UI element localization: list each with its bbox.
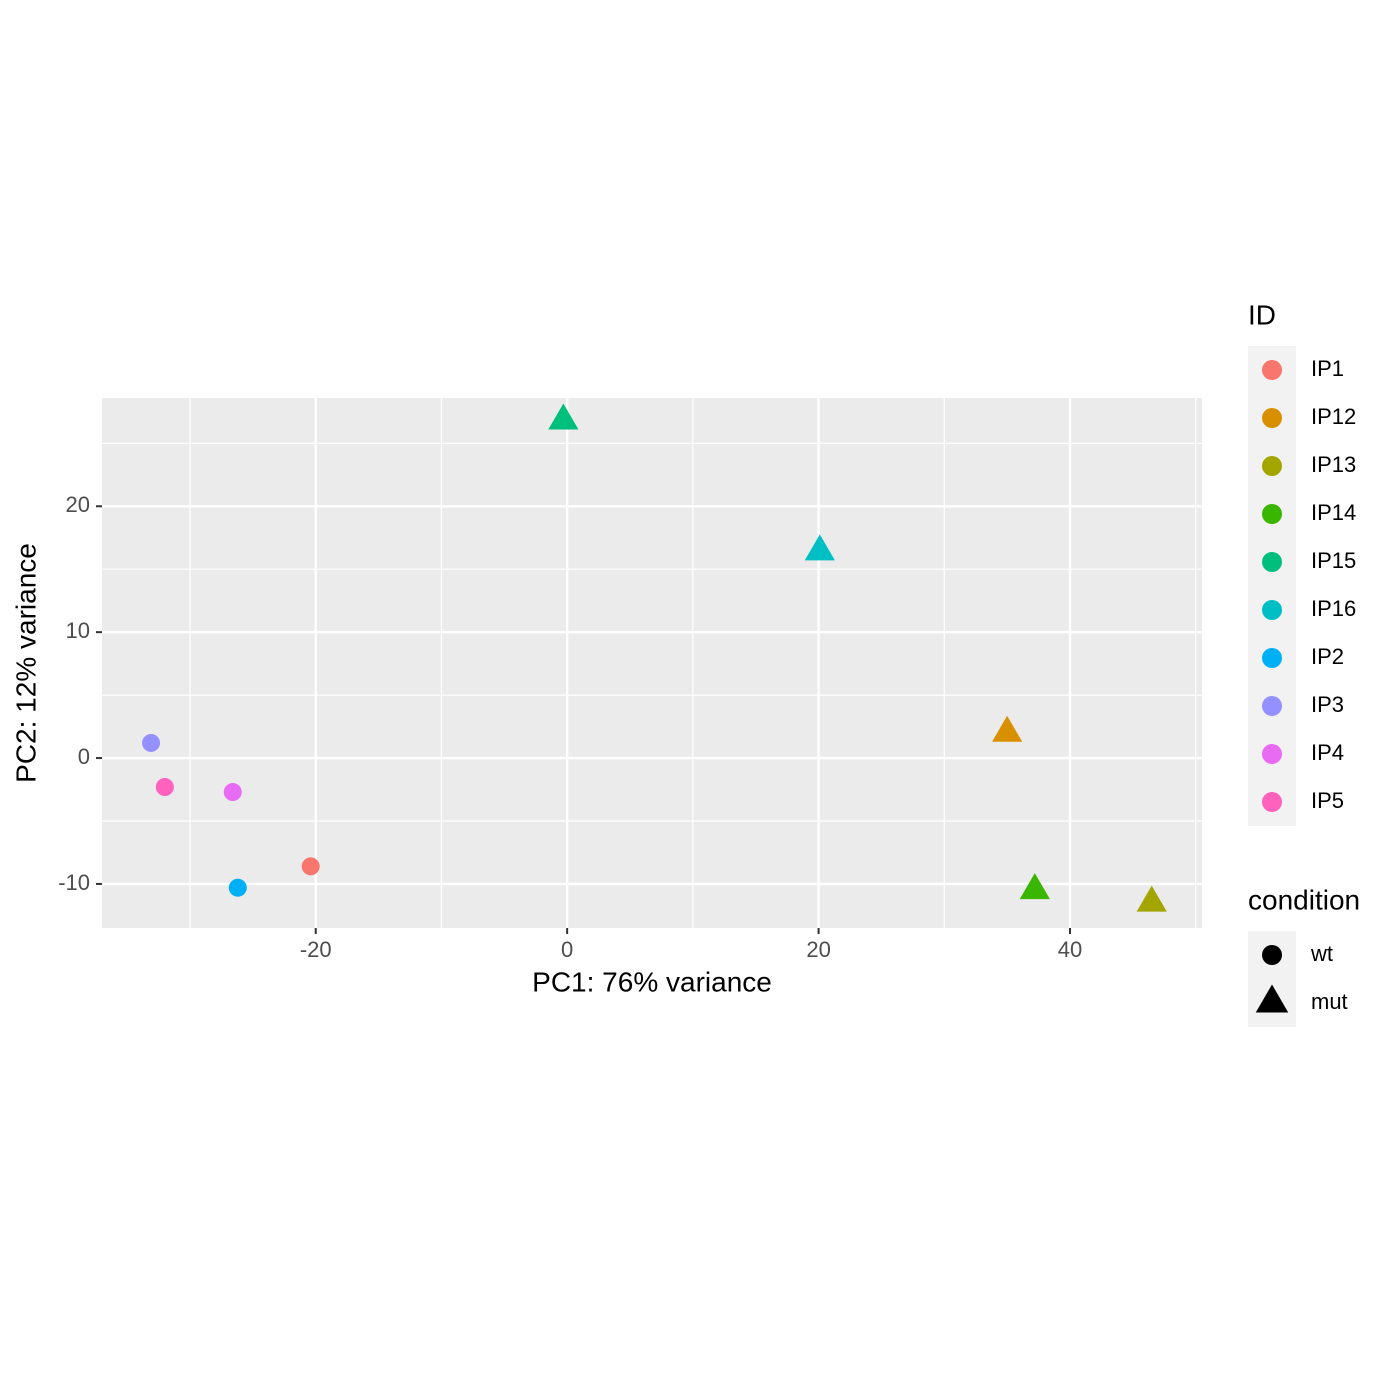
x-tick-label: 0 bbox=[561, 937, 573, 962]
x-axis-title: PC1: 76% variance bbox=[532, 966, 772, 997]
shape-legend-title: condition bbox=[1248, 884, 1360, 915]
y-tick-label: -10 bbox=[58, 870, 90, 895]
y-axis-title: PC2: 12% variance bbox=[10, 543, 41, 783]
legend-symbol bbox=[1255, 984, 1289, 1013]
legend-symbol bbox=[1262, 744, 1282, 764]
legend-label: IP1 bbox=[1311, 356, 1344, 381]
legend-label: IP14 bbox=[1311, 500, 1356, 525]
point bbox=[301, 857, 320, 876]
legend-label: IP2 bbox=[1311, 644, 1344, 669]
point bbox=[223, 783, 242, 802]
x-tick-label: -20 bbox=[300, 937, 332, 962]
point bbox=[992, 715, 1023, 742]
legend-symbol bbox=[1262, 360, 1282, 380]
legend-symbol bbox=[1262, 696, 1282, 716]
legend-symbol bbox=[1262, 408, 1282, 428]
point bbox=[1019, 873, 1050, 900]
legend-symbol bbox=[1262, 456, 1282, 476]
y-tick-label: 20 bbox=[66, 492, 90, 517]
legend-label: mut bbox=[1311, 989, 1348, 1014]
legend-symbol bbox=[1262, 552, 1282, 572]
legend-label: IP5 bbox=[1311, 788, 1344, 813]
legend-symbol bbox=[1262, 600, 1282, 620]
legend-label: IP15 bbox=[1311, 548, 1356, 573]
legend-symbol bbox=[1262, 504, 1282, 524]
legend-label: IP4 bbox=[1311, 740, 1344, 765]
legend-title: ID bbox=[1248, 299, 1276, 330]
point bbox=[548, 403, 579, 430]
point bbox=[1136, 885, 1167, 912]
x-tick-label: 40 bbox=[1058, 937, 1082, 962]
point bbox=[228, 878, 247, 897]
legend-symbol bbox=[1262, 648, 1282, 668]
legend-label: wt bbox=[1310, 941, 1333, 966]
legend-symbol bbox=[1262, 792, 1282, 812]
legend-label: IP3 bbox=[1311, 692, 1344, 717]
legend-symbol bbox=[1262, 945, 1282, 965]
y-tick-label: 10 bbox=[66, 618, 90, 643]
panel-background bbox=[102, 398, 1202, 928]
point bbox=[142, 733, 161, 752]
x-tick-label: 20 bbox=[806, 937, 830, 962]
legend-label: IP16 bbox=[1311, 596, 1356, 621]
point bbox=[155, 778, 174, 797]
legend-label: IP13 bbox=[1311, 452, 1356, 477]
legend-label: IP12 bbox=[1311, 404, 1356, 429]
point bbox=[804, 534, 835, 561]
y-tick-label: 0 bbox=[78, 744, 90, 769]
